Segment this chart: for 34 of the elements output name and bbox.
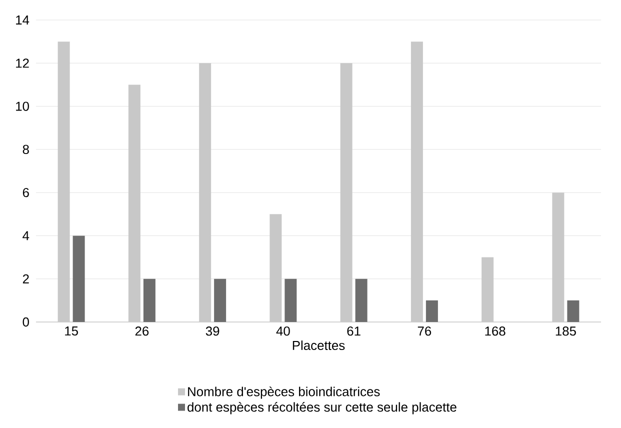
- bar: [199, 63, 212, 322]
- legend-label: Nombre d'espèces bioindicatrices: [188, 386, 380, 399]
- bar: [552, 192, 564, 322]
- bar: [482, 257, 494, 322]
- bar: [143, 278, 156, 322]
- bar: [128, 84, 140, 322]
- bar: [355, 278, 368, 322]
- y-tick-label: 8: [22, 144, 29, 154]
- x-tick-label: 39: [206, 326, 220, 336]
- x-tick-label: 61: [347, 326, 360, 336]
- y-tick-label: 0: [22, 317, 29, 327]
- bar: [340, 63, 352, 322]
- x-tick-label: 15: [65, 326, 78, 336]
- bar: [214, 278, 226, 322]
- bar: [410, 42, 423, 322]
- bar: [72, 236, 85, 322]
- y-tick-label: 6: [22, 188, 29, 198]
- y-tick-label: 14: [16, 16, 30, 24]
- bar: [284, 278, 297, 322]
- bar: [58, 42, 70, 322]
- x-tick-label: 185: [556, 326, 576, 336]
- bar: [426, 300, 438, 322]
- x-tick-label: 26: [135, 326, 149, 336]
- bar: [567, 300, 580, 322]
- legend-label: dont espèces récoltées sur cette seule placette: [188, 402, 456, 414]
- y-tick-label: 10: [16, 102, 29, 111]
- bar: [270, 214, 282, 322]
- x-tick-label: 76: [418, 326, 432, 336]
- x-tick-label: 40: [276, 326, 290, 336]
- x-axis-title: Placettes: [292, 340, 345, 350]
- x-tick-label: 168: [485, 326, 506, 336]
- y-tick-label: 4: [22, 231, 30, 240]
- y-tick-label: 2: [22, 274, 29, 284]
- y-tick-label: 12: [16, 58, 29, 68]
